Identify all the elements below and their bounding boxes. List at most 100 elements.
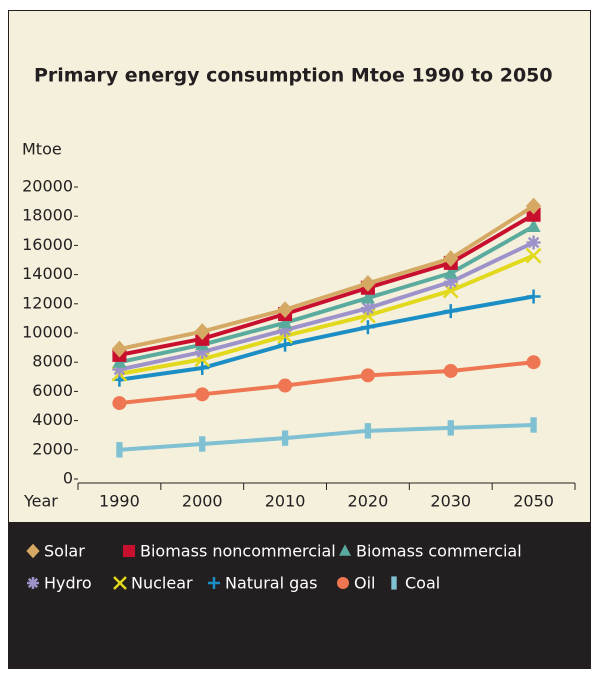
marker-part: [195, 387, 210, 402]
marker: [443, 250, 459, 267]
marker: [194, 323, 210, 340]
marker: [526, 207, 541, 222]
x-tick-label: 2050: [513, 492, 554, 511]
marker: [360, 368, 375, 383]
marker-part: [443, 363, 458, 378]
legend-label: Biomass commercial: [356, 542, 522, 561]
marker-part: [447, 420, 454, 436]
marker-part: [199, 436, 206, 452]
marker-part: [364, 423, 372, 439]
x-tick-label: 2000: [182, 492, 223, 511]
marker-part: [360, 368, 375, 383]
marker-part: [526, 207, 541, 222]
y-tick-label: 16000: [22, 235, 73, 254]
marker-part: [391, 576, 397, 590]
marker: [27, 577, 39, 589]
y-tick-label: 10000: [22, 323, 73, 342]
marker: [337, 577, 349, 589]
legend-label: Coal: [405, 574, 440, 593]
series-line: [119, 204, 535, 352]
marker: [525, 197, 542, 215]
marker: [526, 355, 541, 370]
marker: [447, 420, 454, 436]
marker: [208, 577, 220, 589]
marker: [526, 235, 541, 250]
series-line: [119, 253, 535, 376]
y-tick-label: 2000: [32, 439, 73, 458]
marker-part: [26, 543, 40, 559]
marker-part: [112, 396, 127, 411]
marker-part: [116, 442, 123, 458]
marker-part: [443, 250, 459, 267]
marker: [360, 320, 375, 335]
marker: [26, 543, 40, 559]
marker-part: [360, 274, 376, 292]
marker: [277, 301, 293, 319]
x-tick-label: 2030: [430, 492, 471, 511]
marker: [116, 442, 123, 458]
marker: [111, 340, 128, 358]
marker-part: [525, 197, 542, 215]
legend-label: Solar: [44, 542, 85, 561]
marker: [278, 378, 293, 393]
legend-label: Biomass noncommercial: [140, 542, 336, 561]
marker: [278, 337, 293, 352]
y-tick-label: 20000: [22, 177, 73, 196]
marker: [113, 576, 127, 590]
marker-part: [27, 577, 39, 589]
marker-part: [339, 544, 351, 556]
marker: [443, 304, 458, 319]
marker: [199, 436, 206, 452]
series-line: [119, 422, 534, 452]
x-tick-label: 1990: [99, 492, 140, 511]
marker-part: [278, 378, 293, 393]
legend-label: Natural gas: [225, 574, 317, 593]
marker-part: [123, 545, 135, 557]
marker: [278, 315, 293, 329]
marker-part: [362, 302, 374, 314]
marker: [526, 289, 541, 304]
marker-part: [527, 236, 540, 249]
marker-part: [278, 315, 293, 329]
y-tick-label: 0: [63, 469, 73, 488]
marker: [525, 247, 542, 264]
series-line: [119, 360, 534, 406]
marker-part: [360, 307, 376, 324]
marker-part: [113, 576, 127, 590]
marker-part: [111, 340, 128, 358]
marker-part: [526, 218, 541, 233]
legend-label: Nuclear: [131, 574, 193, 593]
marker: [112, 396, 127, 411]
marker-part: [530, 417, 537, 433]
marker-part: [281, 430, 289, 446]
marker-part: [277, 301, 293, 319]
marker-part: [337, 577, 349, 589]
marker: [195, 361, 210, 376]
marker-part: [526, 355, 541, 370]
chart-title: Primary energy consumption Mtoe 1990 to …: [34, 65, 553, 87]
marker: [360, 290, 375, 304]
marker: [526, 218, 541, 233]
marker: [195, 387, 210, 402]
marker: [364, 423, 372, 439]
y-tick-label: 14000: [22, 264, 73, 283]
series-line: [119, 224, 535, 365]
series-line: [119, 240, 535, 372]
marker: [281, 430, 289, 446]
marker: [123, 545, 135, 557]
y-tick-label: 4000: [32, 410, 73, 429]
x-axis-label: Year: [23, 492, 58, 511]
series-line: [119, 213, 535, 357]
marker: [360, 274, 376, 292]
marker-part: [194, 323, 210, 340]
legend-label: Hydro: [44, 574, 92, 593]
marker: [530, 417, 537, 433]
legend-label: Oil: [354, 574, 375, 593]
marker: [443, 265, 458, 279]
marker: [391, 576, 397, 590]
marker: [339, 544, 351, 556]
marker-part: [443, 265, 458, 279]
marker-part: [360, 290, 375, 304]
legend-panel: [8, 522, 591, 669]
